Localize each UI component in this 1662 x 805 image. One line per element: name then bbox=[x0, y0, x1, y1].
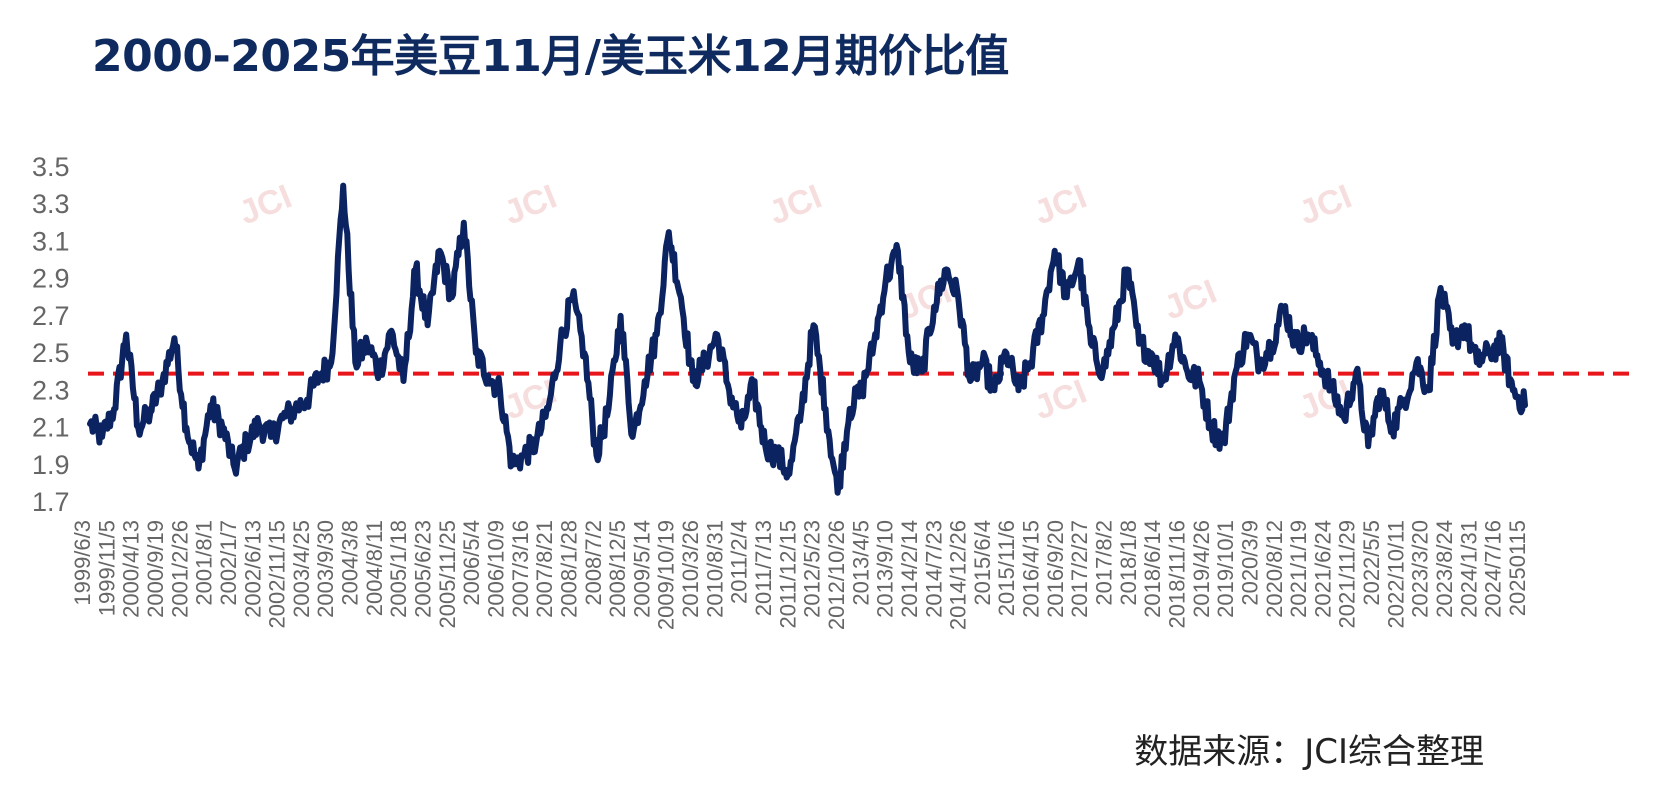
x-tick-label: 2017/8/2 bbox=[1092, 520, 1117, 606]
y-tick-label: 3.5 bbox=[32, 152, 70, 182]
x-tick-label: 2013/4/5 bbox=[848, 520, 873, 606]
x-tick-label: 20250115 bbox=[1505, 520, 1530, 616]
x-tick-label: 2020/8/12 bbox=[1262, 520, 1287, 618]
x-tick-label: 2023/3/20 bbox=[1408, 520, 1433, 618]
x-tick-label: 2019/10/1 bbox=[1213, 520, 1238, 618]
x-tick-label: 2008/7/2 bbox=[581, 520, 606, 606]
watermark-text: JCI bbox=[234, 177, 297, 232]
x-tick-label: 2005/1/18 bbox=[386, 520, 411, 618]
x-tick-label: 2004/8/11 bbox=[362, 520, 387, 616]
x-tick-label: 2021/11/29 bbox=[1335, 520, 1360, 628]
chart-title: 2000-2025年美豆11月/美玉米12月期价比值 bbox=[92, 31, 1009, 82]
x-tick-label: 2014/7/23 bbox=[921, 520, 946, 618]
x-tick-label: 2021/6/24 bbox=[1310, 520, 1335, 618]
y-tick-label: 2.1 bbox=[32, 413, 70, 443]
y-tick-label: 1.7 bbox=[32, 487, 70, 517]
watermark-text: JCI bbox=[1029, 372, 1092, 427]
x-tick-label: 2011/7/13 bbox=[751, 520, 776, 616]
x-tick-label: 2002/6/13 bbox=[240, 520, 265, 618]
x-tick-label: 2002/11/15 bbox=[265, 520, 290, 628]
x-tick-label: 2010/3/26 bbox=[678, 520, 703, 618]
x-tick-label: 1999/11/5 bbox=[94, 520, 119, 616]
x-tick-label: 2011/2/4 bbox=[727, 520, 752, 604]
x-tick-label: 2000/4/13 bbox=[119, 520, 144, 618]
x-tick-label: 2008/12/5 bbox=[605, 520, 630, 618]
series-line bbox=[87, 182, 1528, 496]
x-tick-label: 2022/10/11 bbox=[1383, 520, 1408, 628]
x-tick-label: 2008/1/28 bbox=[556, 520, 581, 618]
x-tick-label: 2013/9/10 bbox=[873, 520, 898, 618]
x-tick-label: 2006/5/4 bbox=[459, 520, 484, 606]
x-tick-label: 2005/6/23 bbox=[411, 520, 436, 618]
x-tick-label: 2002/1/7 bbox=[216, 520, 241, 606]
x-tick-label: 2016/9/20 bbox=[1043, 520, 1068, 618]
y-tick-label: 3.3 bbox=[32, 189, 70, 219]
watermark-text: JCI bbox=[764, 177, 827, 232]
x-tick-label: 2011/12/15 bbox=[775, 520, 800, 628]
y-tick-label: 2.7 bbox=[32, 301, 70, 331]
x-tick-label: 2003/9/30 bbox=[313, 520, 338, 618]
x-tick-label: 2012/5/23 bbox=[800, 520, 825, 618]
x-tick-label: 2010/8/31 bbox=[702, 520, 727, 618]
x-tick-label: 2009/5/14 bbox=[629, 520, 654, 618]
x-tick-label: 2018/11/16 bbox=[1164, 520, 1189, 628]
x-tick-label: 2001/2/26 bbox=[167, 520, 192, 618]
x-tick-label: 2021/1/19 bbox=[1286, 520, 1311, 618]
x-tick-label: 2004/3/8 bbox=[338, 520, 363, 606]
x-tick-label: 2020/3/9 bbox=[1237, 520, 1262, 606]
x-axis: 1999/6/3 1999/11/5 2000/4/13 2000/9/19 2001/… bbox=[70, 520, 1530, 630]
y-tick-label: 2.5 bbox=[32, 338, 70, 368]
x-tick-label: 2024/1/31 bbox=[1456, 520, 1481, 618]
x-tick-label: 2006/10/9 bbox=[483, 520, 508, 618]
watermark-text: JCI bbox=[1029, 177, 1092, 232]
y-tick-label: 2.9 bbox=[32, 264, 70, 294]
x-tick-label: 2024/7/16 bbox=[1481, 520, 1506, 618]
watermark-text: JCI bbox=[1294, 177, 1357, 232]
x-tick-label: 2023/8/24 bbox=[1432, 520, 1457, 618]
x-tick-label: 2018/1/8 bbox=[1116, 520, 1141, 606]
x-tick-label: 2019/4/26 bbox=[1189, 520, 1214, 618]
x-tick-label: 2007/8/21 bbox=[532, 520, 557, 618]
x-tick-label: 2005/11/25 bbox=[435, 520, 460, 628]
x-tick-label: 2018/6/14 bbox=[1140, 520, 1165, 618]
x-tick-label: 2022/5/5 bbox=[1359, 520, 1384, 606]
x-tick-label: 2017/2/27 bbox=[1067, 520, 1092, 618]
watermark-text: JCI bbox=[499, 177, 562, 232]
y-axis: 1.7 1.9 2.1 2.3 2.5 2.7 2.9 3.1 3.3 3.5 bbox=[32, 152, 70, 517]
x-tick-label: 2003/4/25 bbox=[289, 520, 314, 618]
source-note: 数据来源：JCI综合整理 bbox=[1134, 732, 1484, 772]
watermark-text: JCI bbox=[1159, 272, 1222, 327]
x-tick-label: 2012/10/26 bbox=[824, 520, 849, 630]
x-tick-label: 2009/10/19 bbox=[654, 520, 679, 630]
x-tick-label: 2000/9/19 bbox=[143, 520, 168, 618]
x-tick-label: 2015/6/4 bbox=[970, 520, 995, 606]
x-tick-label: 2007/3/16 bbox=[508, 520, 533, 618]
y-tick-label: 3.1 bbox=[32, 226, 70, 256]
y-tick-label: 2.3 bbox=[32, 375, 70, 405]
x-tick-label: 2014/2/14 bbox=[897, 520, 922, 618]
y-tick-label: 1.9 bbox=[32, 450, 70, 480]
x-tick-label: 2014/12/26 bbox=[946, 520, 971, 630]
x-tick-label: 2001/8/1 bbox=[192, 520, 217, 606]
x-tick-label: 2016/4/15 bbox=[1019, 520, 1044, 618]
x-tick-label: 2015/11/6 bbox=[994, 520, 1019, 616]
x-tick-label: 1999/6/3 bbox=[70, 520, 95, 606]
